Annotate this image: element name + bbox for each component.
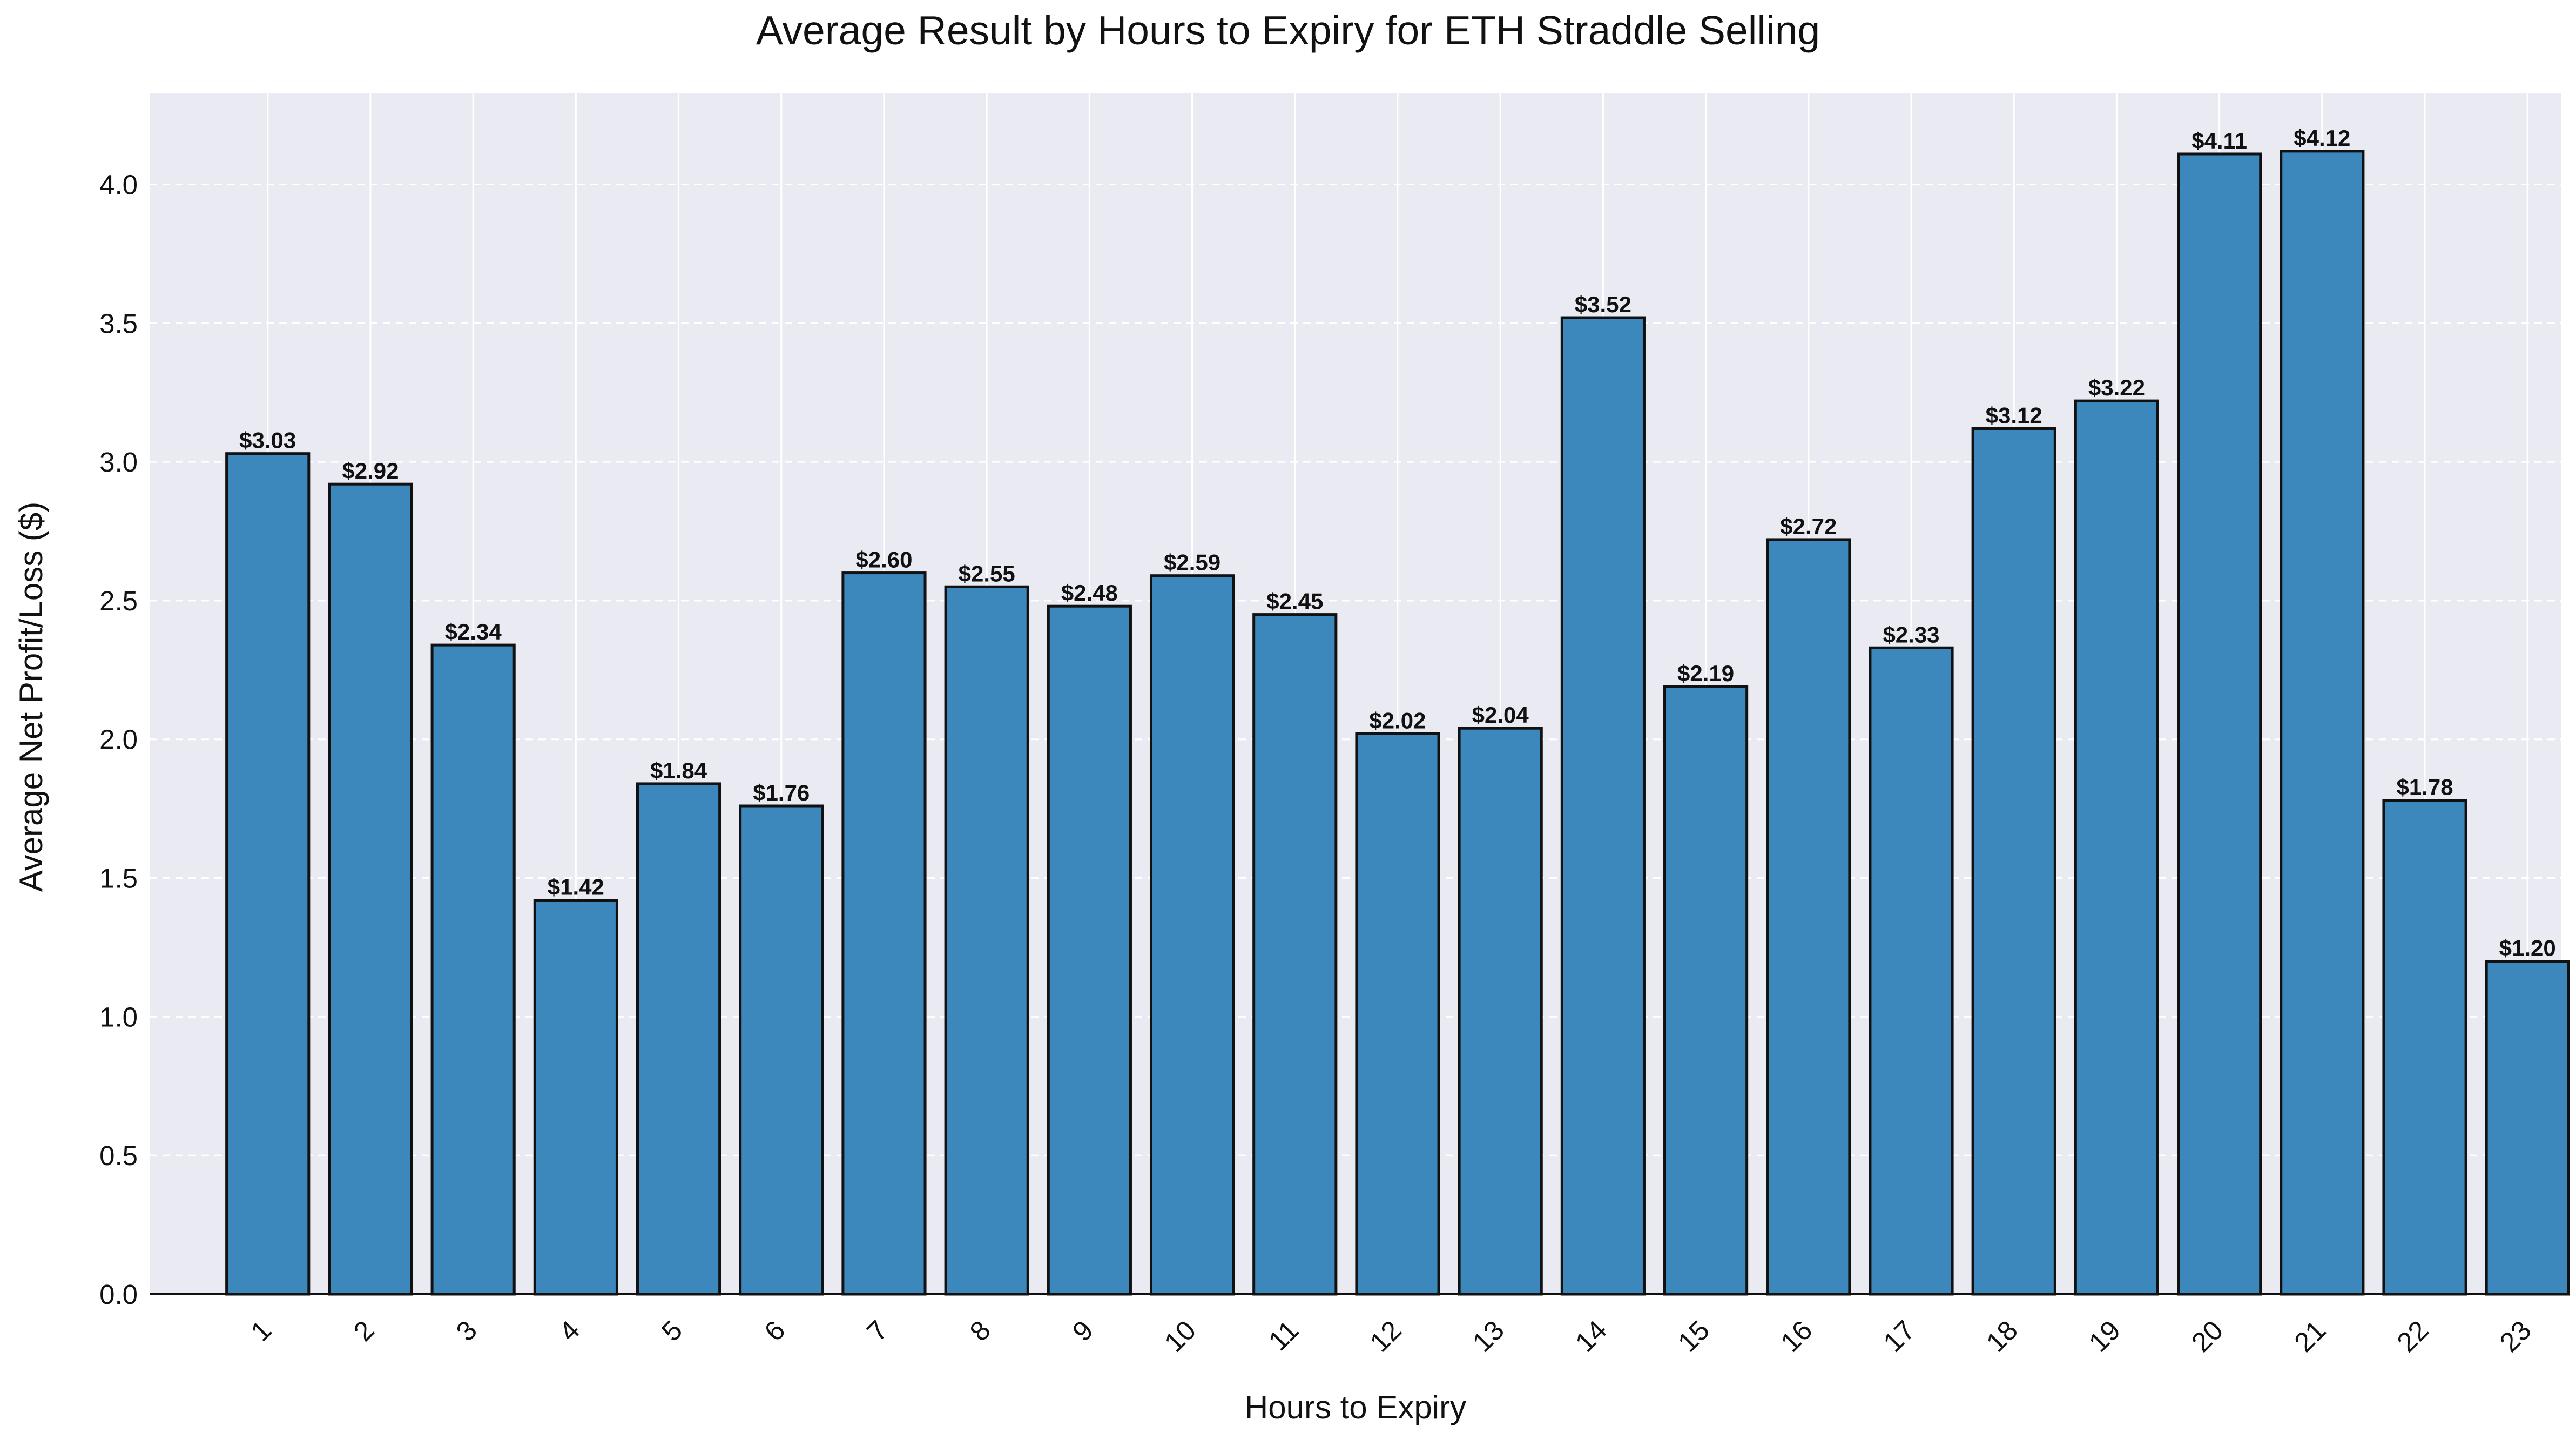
bar-value-label: $2.55	[959, 561, 1015, 586]
bar-value-label: $1.20	[2499, 936, 2556, 961]
bar-value-label: $2.45	[1266, 589, 1323, 614]
bar	[1766, 538, 1851, 1296]
bar	[1663, 685, 1749, 1296]
x-tick-label: 8	[964, 1314, 996, 1347]
bar	[2382, 799, 2467, 1296]
bar-value-label: $3.12	[1986, 402, 2042, 428]
y-tick-label: 2.0	[99, 724, 138, 755]
x-tick-label: 10	[1158, 1314, 1202, 1357]
bar	[2177, 152, 2262, 1296]
x-tick-label: 5	[656, 1314, 688, 1347]
x-tick-label: 16	[1775, 1314, 1818, 1357]
x-axis-label: Hours to Expiry	[1245, 1389, 1466, 1425]
bar-value-label: $3.03	[239, 428, 296, 453]
x-tick-label: 12	[1364, 1314, 1407, 1357]
bar-value-label: $2.60	[855, 547, 912, 573]
x-tick-label: 4	[553, 1314, 585, 1347]
x-tick-label: 9	[1067, 1314, 1099, 1347]
x-tick-label: 15	[1672, 1314, 1715, 1357]
bar-value-label: $1.84	[650, 758, 707, 783]
bar	[1869, 646, 1954, 1296]
bar-value-label: $2.34	[445, 619, 502, 644]
y-tick-label: 3.0	[99, 447, 138, 477]
x-tick-label: 7	[861, 1314, 893, 1347]
x-tick-label: 18	[1980, 1314, 2024, 1357]
x-tick-label: 23	[2494, 1314, 2537, 1357]
y-tick-labels: 0.0 0.5 1.0 1.5 2.0 2.5 3.0 3.5 4.0	[99, 169, 138, 1310]
bar-value-label: $4.11	[2191, 128, 2247, 153]
y-tick-label: 3.5	[99, 308, 138, 339]
x-tick-label: 13	[1467, 1314, 1510, 1357]
chart-title: Average Result by Hours to Expiry for ET…	[756, 8, 1820, 53]
bar	[2485, 960, 2570, 1296]
bar	[841, 571, 927, 1296]
bar	[1355, 732, 1440, 1296]
x-tick-label: 22	[2391, 1314, 2434, 1357]
x-tick-label: 14	[1569, 1314, 1613, 1357]
bar-value-label: $1.78	[2396, 775, 2453, 800]
y-tick-label: 1.0	[99, 1001, 138, 1032]
bar	[636, 782, 721, 1296]
x-tick-label: 2	[347, 1314, 380, 1347]
bar-value-label: $2.48	[1061, 580, 1118, 606]
bar-value-label: $2.59	[1164, 550, 1220, 575]
bar-value-label: $3.22	[2088, 375, 2145, 400]
bar	[1458, 727, 1543, 1296]
x-tick-label: 1	[245, 1314, 277, 1347]
bar-value-label: $1.76	[753, 780, 810, 805]
bar	[430, 643, 516, 1296]
x-tick-label: 11	[1263, 1314, 1305, 1356]
y-tick-label: 2.5	[99, 586, 138, 616]
y-tick-label: 1.5	[99, 863, 138, 894]
bar	[533, 899, 618, 1296]
bar	[1971, 427, 2056, 1296]
bar	[1047, 604, 1132, 1296]
bar	[2074, 399, 2159, 1296]
y-axis-label: Average Net Profit/Loss ($)	[13, 502, 49, 892]
x-tick-label: 19	[2083, 1314, 2126, 1357]
bar-value-label: $2.72	[1780, 514, 1837, 539]
bar-value-label: $2.04	[1472, 702, 1529, 728]
x-tick-label: 6	[758, 1314, 791, 1347]
bar-value-label: $3.52	[1575, 292, 1631, 317]
bar	[1149, 574, 1235, 1296]
bar-value-label: $2.33	[1883, 622, 1939, 647]
bar-value-label: $1.42	[548, 875, 604, 900]
y-tick-label: 0.5	[99, 1140, 138, 1171]
bar-value-label: $4.12	[2294, 125, 2350, 151]
bar	[944, 585, 1029, 1296]
x-tick-label: 17	[1877, 1314, 1920, 1357]
bar	[328, 482, 413, 1296]
bar	[225, 452, 311, 1296]
bars-layer	[225, 150, 2570, 1296]
y-tick-label: 0.0	[99, 1279, 138, 1310]
bar-value-label: $2.19	[1677, 661, 1734, 686]
bar-value-label: $2.92	[342, 458, 399, 483]
data-labels-layer: $3.03 $2.92 $2.34 $1.42 $1.84 $1.76 $2.60 $2.55…	[239, 125, 2556, 961]
x-tick-label: 3	[450, 1314, 483, 1347]
bar	[2280, 150, 2365, 1296]
x-tick-labels: 1 2 3 4 5 6 7 8 9 10 11 12 13 14 15 16 17 18 19 20 21 22 23	[245, 1314, 2537, 1357]
bar	[739, 804, 824, 1296]
bar-value-label: $2.02	[1369, 708, 1426, 733]
x-tick-label: 20	[2186, 1314, 2229, 1357]
y-tick-label: 4.0	[99, 169, 138, 200]
bar	[1252, 613, 1338, 1296]
bar	[1560, 316, 1646, 1296]
x-tick-label: 21	[2288, 1314, 2331, 1357]
